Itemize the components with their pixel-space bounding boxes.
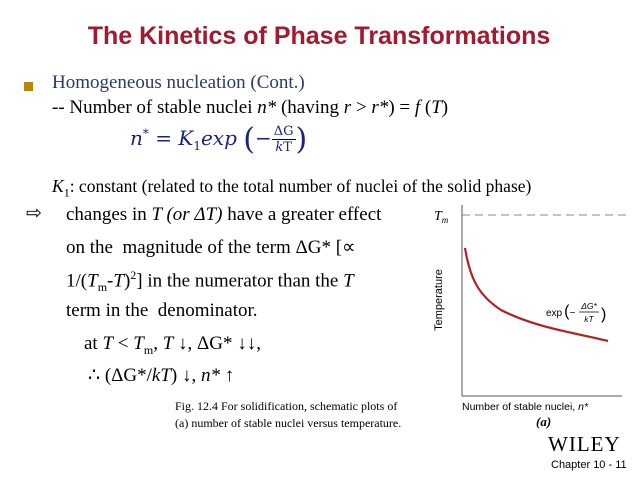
text: f [414,97,421,118]
caption-line: Fig. 12.4 For solidification, schematic … [175,399,398,413]
text: r [343,97,352,118]
line: -- Number of stable nuclei n* (having r … [52,97,448,119]
line: 1/(Tm-T)2] in the numerator than the T [66,268,354,295]
fraction-den: kT [584,314,594,324]
text: : constant (related to the total number … [69,176,532,196]
fraction: ΔG kT [271,124,296,155]
text: term in the denominator. [66,300,258,321]
text: T (or ΔT) [151,204,223,225]
y-label: Temperature [433,269,445,331]
text: kT [151,365,171,386]
denominator: kT [275,140,292,155]
line: term in the denominator. [66,300,258,322]
text: 1 [193,139,201,153]
text: ↓, ΔG* ↓↓, [173,333,261,354]
publisher: WILEY [548,432,621,456]
text: T [162,333,174,354]
caption-line: (a) number of stable nuclei versus tempe… [175,416,402,430]
paren: ) [295,122,308,157]
fraction-num: ΔG* [580,301,597,311]
text: ] in the numerator than the [136,270,344,292]
text: (having [276,97,344,118]
text: n* [257,97,277,118]
text: K [178,126,194,150]
curve-label: exp (− [546,303,575,320]
bullet-text: Homogeneous nucleation (Cont.) [52,72,305,93]
tm-label: Tm [434,209,449,225]
text: n* [578,401,589,413]
text: − [569,308,575,319]
text: m [442,215,449,225]
text: ∴ (ΔG*/ [88,365,152,386]
text: exp [200,126,237,150]
text: = [148,126,179,150]
text: changes in [66,204,152,225]
caption: Fig. 12.4 For solidification, schematic … [175,398,401,432]
text: ( [420,97,432,118]
text: n* [200,365,220,386]
text: T [113,270,124,292]
line: K1: constant (related to the total numbe… [52,176,531,201]
text: ( [564,303,570,320]
text: 1/( [66,270,88,292]
text: ) ↓, [170,365,201,386]
text: -- Number of stable nuclei [52,97,258,118]
text: have a greater effect [222,204,382,225]
footer: Chapter 10 - 11 [551,459,627,471]
text: > [351,97,372,118]
line: ∴ (ΔG*/kT) ↓, n* ↑ [88,364,234,387]
text: , [153,333,163,354]
text: T [133,333,144,354]
text: - [107,270,114,292]
text: k [275,140,284,155]
title: The Kinetics of Phase Transformations [87,22,551,50]
text: Number of stable nuclei, [462,401,578,413]
text: exp [546,308,563,319]
text: T [434,209,443,224]
x-label: Number of stable nuclei, n* [462,401,589,413]
text: m [97,280,108,295]
text: 1 [63,185,70,200]
panel-label: (a) [536,414,551,429]
text: at [84,333,103,354]
text: * [142,126,149,141]
equation: n* = K1exp (− ΔG kT) [130,122,307,157]
line: changes in T (or ΔT) have a greater effe… [66,204,381,226]
text: < [113,333,134,354]
line: at T < Tm, T ↓, ΔG* ↓↓, [84,333,261,358]
text: K [52,176,64,196]
text: 2 [130,268,137,282]
text: T [87,270,98,292]
text: ) [441,97,449,118]
text: ) [123,270,131,292]
paren: ( [243,122,255,157]
line: on the magnitude of the term ΔG* [∝ [66,236,356,259]
bullet-square [24,82,33,91]
text: on the magnitude of the term ΔG* [∝ [66,237,356,258]
text: ) [601,306,606,323]
curve [463,247,609,343]
text: ↑ [219,365,235,386]
text: n [130,126,143,150]
text: T [102,333,114,354]
text: r* [371,97,389,118]
text: T [431,97,442,118]
arrow: ⇨ [26,203,42,224]
figure: Tm Temperature exp (− ΔG* kT ) Number of … [433,205,626,429]
text: T [343,270,354,292]
text: ) = [388,97,415,118]
text: m [143,342,154,357]
text: T [283,140,292,155]
numerator: ΔG [271,124,296,140]
text: − [254,126,272,150]
